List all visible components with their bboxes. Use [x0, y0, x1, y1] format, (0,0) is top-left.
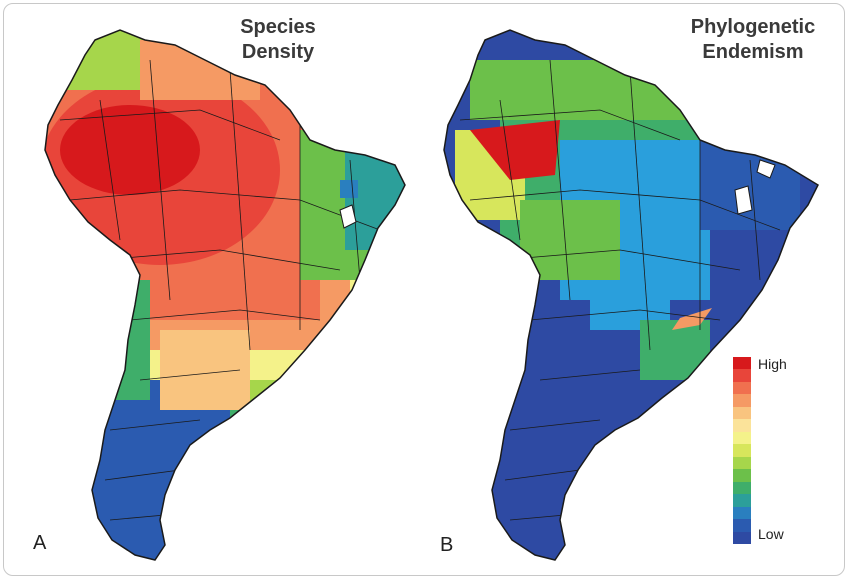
legend-swatch — [733, 444, 751, 457]
legend-color-bar — [733, 357, 751, 545]
title-a-line1: Species — [240, 16, 316, 38]
lake-b2 — [734, 185, 753, 215]
title-b-line2: Endemism — [702, 41, 804, 63]
legend-swatch — [733, 481, 751, 495]
legend-swatch — [733, 357, 751, 370]
lake-b1 — [756, 159, 776, 179]
legend-swatch — [733, 369, 751, 382]
legend-swatch — [733, 469, 751, 482]
legend-swatch — [733, 394, 751, 407]
legend-swatch — [733, 531, 751, 545]
legend-swatch — [733, 456, 751, 470]
species-density-map — [45, 30, 405, 560]
phylogenetic-endemism-map — [444, 30, 818, 560]
panel-letter-b: B — [440, 534, 454, 556]
legend-high-label: High — [758, 356, 787, 372]
lake-a — [339, 204, 357, 229]
legend-low-label: Low — [758, 526, 784, 542]
figure-frame — [3, 3, 845, 576]
legend-swatch — [733, 431, 751, 445]
title-phylogenetic-endemism: Phylogenetic Endemism — [673, 15, 833, 65]
legend-swatch — [733, 419, 751, 432]
continent-outline-a — [44, 29, 406, 561]
legend-swatch — [733, 506, 751, 520]
panel-letter-a: A — [33, 532, 47, 554]
legend-swatch — [733, 494, 751, 507]
legend-swatch — [733, 519, 751, 532]
title-species-density: Species Density — [223, 15, 333, 65]
title-a-line2: Density — [241, 41, 315, 63]
title-b-line1: Phylogenetic — [690, 16, 816, 38]
continent-outline-b — [443, 29, 819, 561]
legend-swatch — [733, 381, 751, 395]
legend-swatch — [733, 406, 751, 420]
